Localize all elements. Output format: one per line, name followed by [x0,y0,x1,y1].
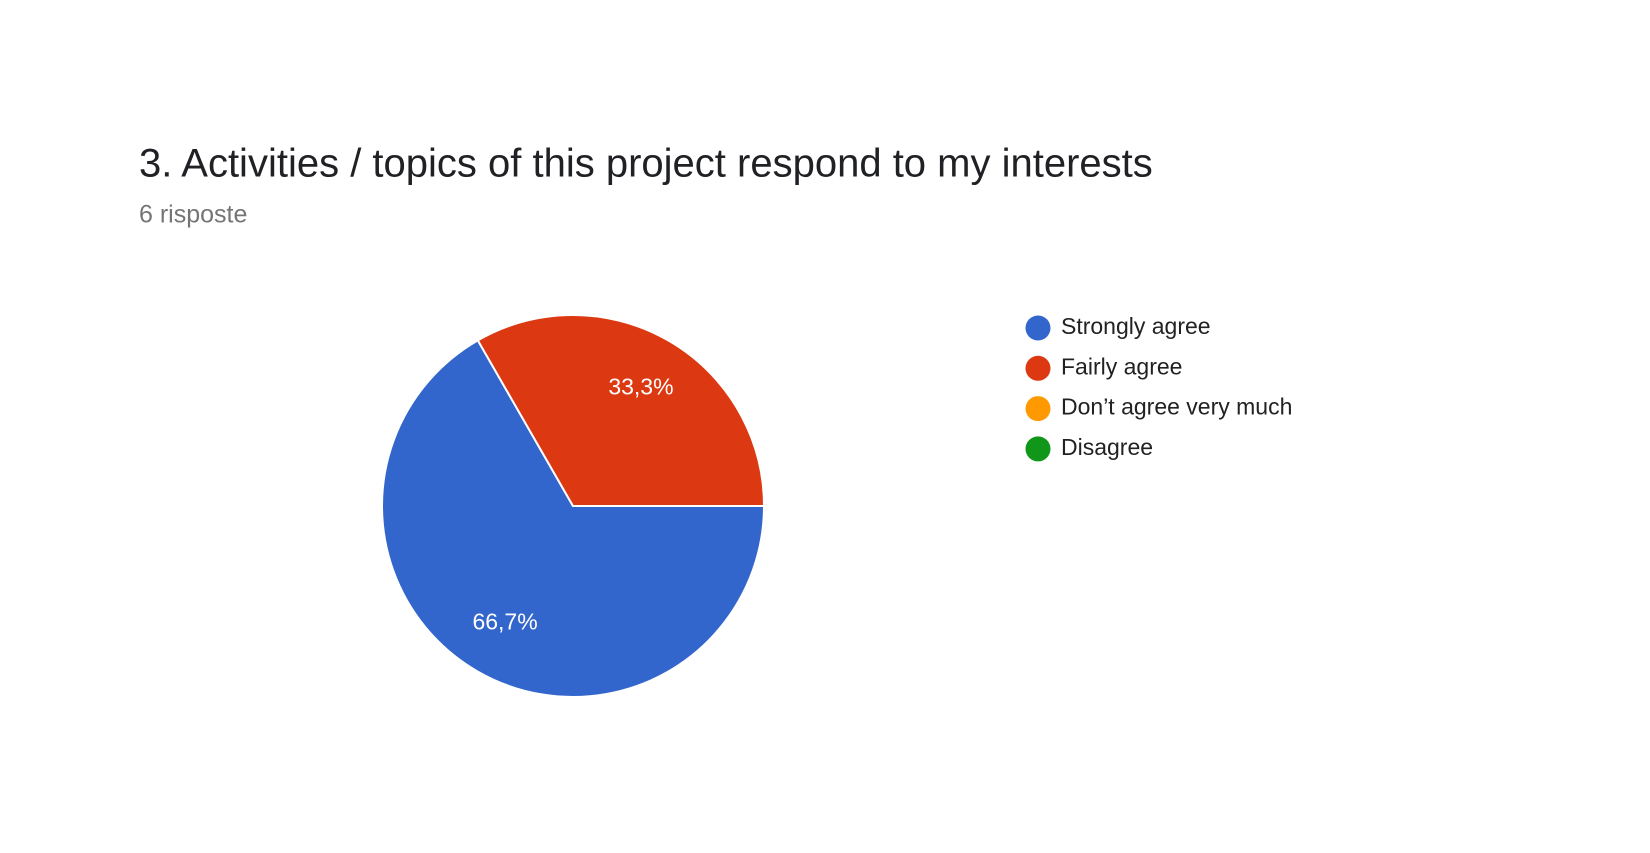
chart-subtitle: 6 risposte [139,201,247,229]
legend-swatch [1025,436,1051,462]
legend-swatch [1025,355,1051,381]
slice-label: 33,3% [608,374,673,400]
legend-label: Disagree [1061,434,1153,460]
legend-swatch [1025,396,1051,422]
legend-label: Strongly agree [1061,313,1211,339]
legend-label: Don’t agree very much [1061,394,1292,420]
legend-swatch [1025,315,1051,341]
pie-slice [476,314,766,507]
legend-label: Fairly agree [1061,353,1182,379]
chart-title: 3. Activities / topics of this project r… [139,142,1153,186]
pie-slice [381,339,766,698]
slice-label: 66,7% [472,608,537,634]
